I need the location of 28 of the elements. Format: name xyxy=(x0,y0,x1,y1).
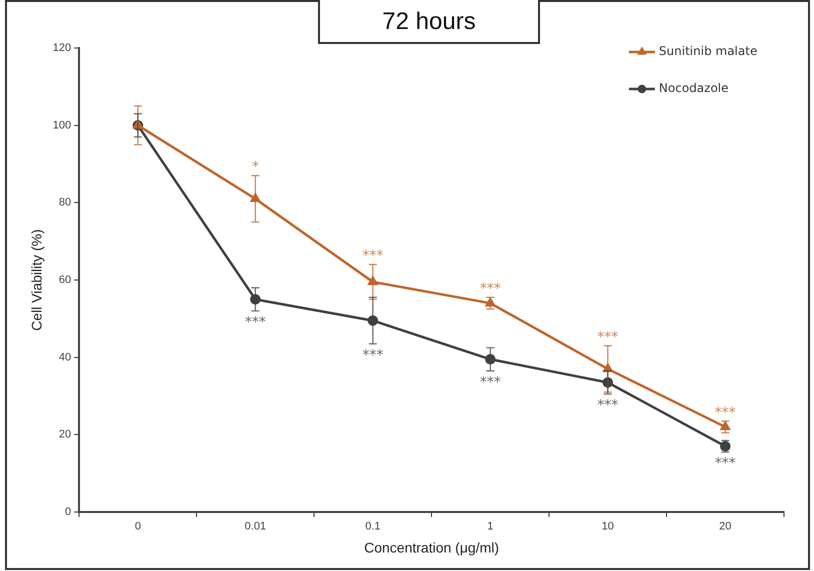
annotation: *** xyxy=(362,347,384,364)
annotation: *** xyxy=(480,374,501,391)
x-tick-label: 20 xyxy=(719,520,732,533)
y-tick-label: 40 xyxy=(58,351,72,364)
y-tick-label: 100 xyxy=(52,119,72,132)
annotation: *** xyxy=(597,398,618,414)
annotation: *** xyxy=(362,248,384,264)
chart-title: 72 hours xyxy=(318,0,540,44)
y-tick-label: 80 xyxy=(58,196,72,209)
y-tick-label: 60 xyxy=(58,274,72,286)
annotation: *** xyxy=(714,456,736,472)
annotation: *** xyxy=(244,314,266,331)
annotation: *** xyxy=(597,329,618,346)
x-tick-label: 0.01 xyxy=(244,520,266,533)
x-tick-label: 0.1 xyxy=(365,520,380,533)
annotation: *** xyxy=(714,404,736,421)
legend-label: Nocodazole xyxy=(658,81,729,96)
y-tick-label: 20 xyxy=(58,428,72,441)
y-tick-label: 0 xyxy=(65,506,72,518)
y-tick-label: 120 xyxy=(52,42,72,54)
y-axis-title: Cell Viability (%) xyxy=(28,229,44,331)
x-tick-label: 10 xyxy=(602,520,614,533)
x-tick-label: 1 xyxy=(487,520,494,533)
legend-label: Sunitinib malate xyxy=(658,44,758,58)
annotation: *** xyxy=(480,281,501,298)
x-tick-label: 0 xyxy=(134,520,141,533)
x-axis-title: Concentration (μg/ml) xyxy=(364,539,500,556)
annotation: * xyxy=(252,159,259,176)
